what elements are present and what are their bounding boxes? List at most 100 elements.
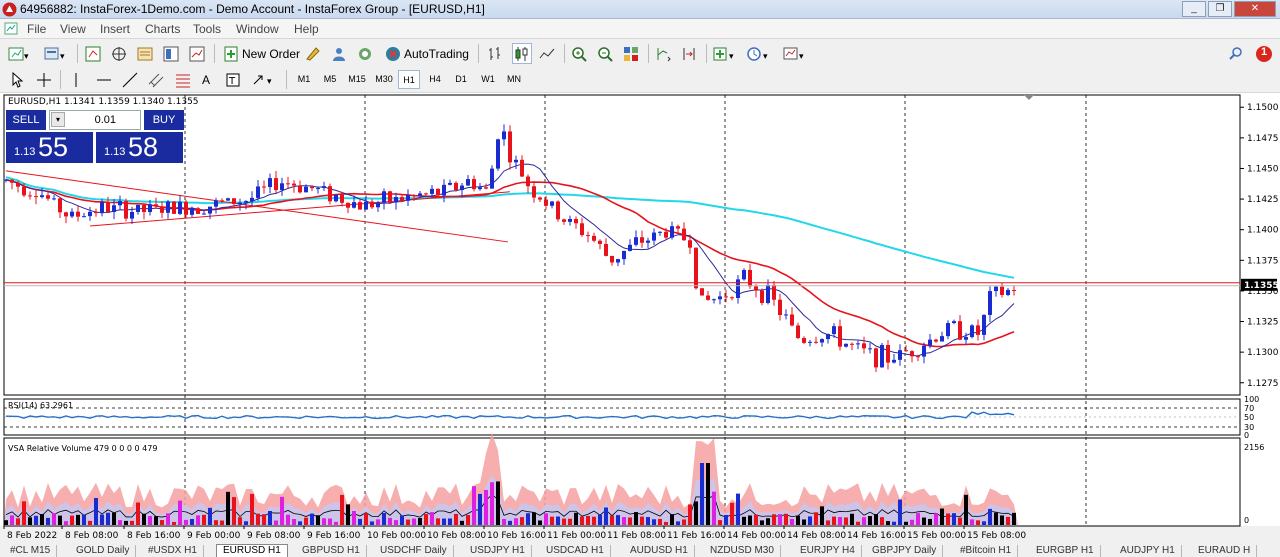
volume-bar [190, 519, 194, 525]
candlestick-chart-button[interactable] [512, 43, 532, 64]
chart-tab[interactable]: #USDX H1 [142, 545, 204, 557]
volume-bar [790, 518, 794, 525]
new-chart-button[interactable]: ▾ [8, 43, 34, 64]
navigator-button[interactable] [110, 43, 128, 64]
vertical-line-icon[interactable] [70, 69, 82, 90]
menu-insert[interactable]: Insert [100, 22, 131, 36]
trendline[interactable] [5, 170, 509, 243]
zoom-in-button[interactable] [570, 43, 588, 64]
rsi-level-label: 0 [1244, 431, 1249, 440]
autotrading-button[interactable]: AutoTrading [384, 43, 469, 64]
chart-tab[interactable]: #CL M15 [4, 545, 58, 557]
bar-chart-button[interactable] [486, 43, 504, 64]
menu-help[interactable]: Help [294, 22, 319, 36]
tf-mn[interactable]: MN [507, 74, 521, 84]
chart-tab[interactable]: NZDUSD M30 [704, 545, 781, 557]
candle [706, 295, 710, 300]
buy-button[interactable]: BUY [144, 110, 184, 130]
minimize-button[interactable]: _ [1182, 1, 1206, 17]
tf-h1[interactable]: H1 [398, 70, 420, 89]
periods-button[interactable]: ▾ [746, 43, 774, 64]
tf-h4[interactable]: H4 [429, 74, 441, 84]
bid-price-box[interactable]: 1.13 55 [6, 132, 93, 163]
menu-file[interactable]: File [27, 22, 47, 36]
chart-tab[interactable]: EURGBP H1 [1030, 545, 1101, 557]
zoom-out-button[interactable] [596, 43, 614, 64]
volume-bar [730, 502, 734, 525]
chart-tab[interactable]: USDCHF Daily [374, 545, 454, 557]
candle [844, 343, 848, 347]
profiles-button[interactable]: ▾ [44, 43, 70, 64]
sell-button[interactable]: SELL [6, 110, 46, 130]
tile-windows-button[interactable] [622, 43, 640, 64]
close-button[interactable]: ✕ [1234, 1, 1276, 17]
terminal-button[interactable] [162, 43, 180, 64]
candle [724, 296, 728, 298]
market-button[interactable] [356, 43, 374, 64]
volume-bar [364, 513, 368, 525]
tf-m5[interactable]: M5 [323, 74, 337, 84]
volume-bar [700, 463, 704, 525]
tf-m1[interactable]: M1 [297, 74, 311, 84]
trendline-icon[interactable] [122, 69, 138, 90]
text-label-icon[interactable]: T [226, 69, 240, 90]
chart-tab[interactable]: GOLD Daily [70, 545, 137, 557]
chart-tab[interactable]: USDJPY H1 [464, 545, 532, 557]
tf-w1[interactable]: W1 [481, 74, 495, 84]
fibonacci-icon[interactable] [174, 69, 192, 90]
candle [352, 202, 356, 208]
chart-tab[interactable]: GBPJPY Daily [866, 545, 944, 557]
chart-shift-button[interactable] [654, 43, 672, 64]
menu-charts[interactable]: Charts [145, 22, 181, 36]
search-icon[interactable] [1228, 43, 1244, 64]
candle [1012, 289, 1016, 291]
volume-bar [40, 514, 44, 525]
auto-scroll-button[interactable] [680, 43, 698, 64]
metaeditor-button[interactable] [304, 43, 322, 64]
chart-tab[interactable]: EURAUD H [1192, 545, 1258, 557]
signals-button[interactable] [330, 43, 348, 64]
equidistant-channel-icon[interactable] [148, 69, 166, 90]
cursor-icon[interactable] [10, 69, 24, 90]
chart-tab[interactable]: #Bitcoin H1 [954, 545, 1019, 557]
strategy-tester-button[interactable] [188, 43, 206, 64]
price-chart[interactable]: 1.1500 1.1475 1.1450 1.1425 1.1400 1.1375 1.13… [0, 93, 1280, 543]
menu-view[interactable]: View [60, 22, 86, 36]
volume-bar [850, 513, 854, 525]
arrows-icon[interactable]: ▾ [252, 69, 278, 90]
candle [484, 187, 488, 189]
chart-tab[interactable]: USDCAD H1 [540, 545, 611, 557]
chart-tab[interactable]: AUDUSD H1 [624, 545, 695, 557]
market-watch-button[interactable] [84, 43, 102, 64]
chart-tab[interactable]: GBPUSD H1 [296, 545, 367, 557]
trendline[interactable] [89, 191, 511, 227]
tf-d1[interactable]: D1 [455, 74, 467, 84]
chart-window[interactable]: 1.1500 1.1475 1.1450 1.1425 1.1400 1.1375 1.13… [0, 93, 1280, 527]
new-order-label: New Order [242, 46, 301, 61]
data-window-button[interactable] [136, 43, 154, 64]
tf-m15[interactable]: M15 [348, 74, 366, 84]
crosshair-icon[interactable] [36, 69, 52, 90]
chart-shift-marker[interactable] [1024, 95, 1034, 100]
chart-tab[interactable]: EURJPY H4 [794, 545, 862, 557]
text-icon[interactable]: A [202, 72, 211, 87]
volume-bar [358, 518, 362, 525]
lot-decrease-button[interactable]: ▾ [51, 112, 65, 127]
menu-window[interactable]: Window [236, 22, 279, 36]
new-order-button[interactable]: New Order [222, 43, 300, 64]
restore-button[interactable]: ❐ [1208, 1, 1232, 17]
horizontal-line-icon[interactable] [96, 69, 112, 90]
chart-tab[interactable]: EURUSD H1 [216, 544, 288, 557]
line-chart-button[interactable] [538, 43, 556, 64]
chart-tab[interactable]: AUDJPY H1 [1114, 545, 1182, 557]
lot-size-input[interactable]: 0.01 [49, 110, 141, 130]
ask-price-box[interactable]: 1.13 58 [96, 132, 183, 163]
indicators-button[interactable]: ▾ [712, 43, 740, 64]
notification-badge[interactable]: 1 [1254, 43, 1274, 64]
volume-bar [556, 516, 560, 525]
volume-bar [982, 521, 986, 525]
tf-m30[interactable]: M30 [375, 74, 393, 84]
menu-tools[interactable]: Tools [193, 22, 222, 36]
templates-button[interactable]: ▾ [782, 43, 810, 64]
candle [730, 297, 734, 299]
